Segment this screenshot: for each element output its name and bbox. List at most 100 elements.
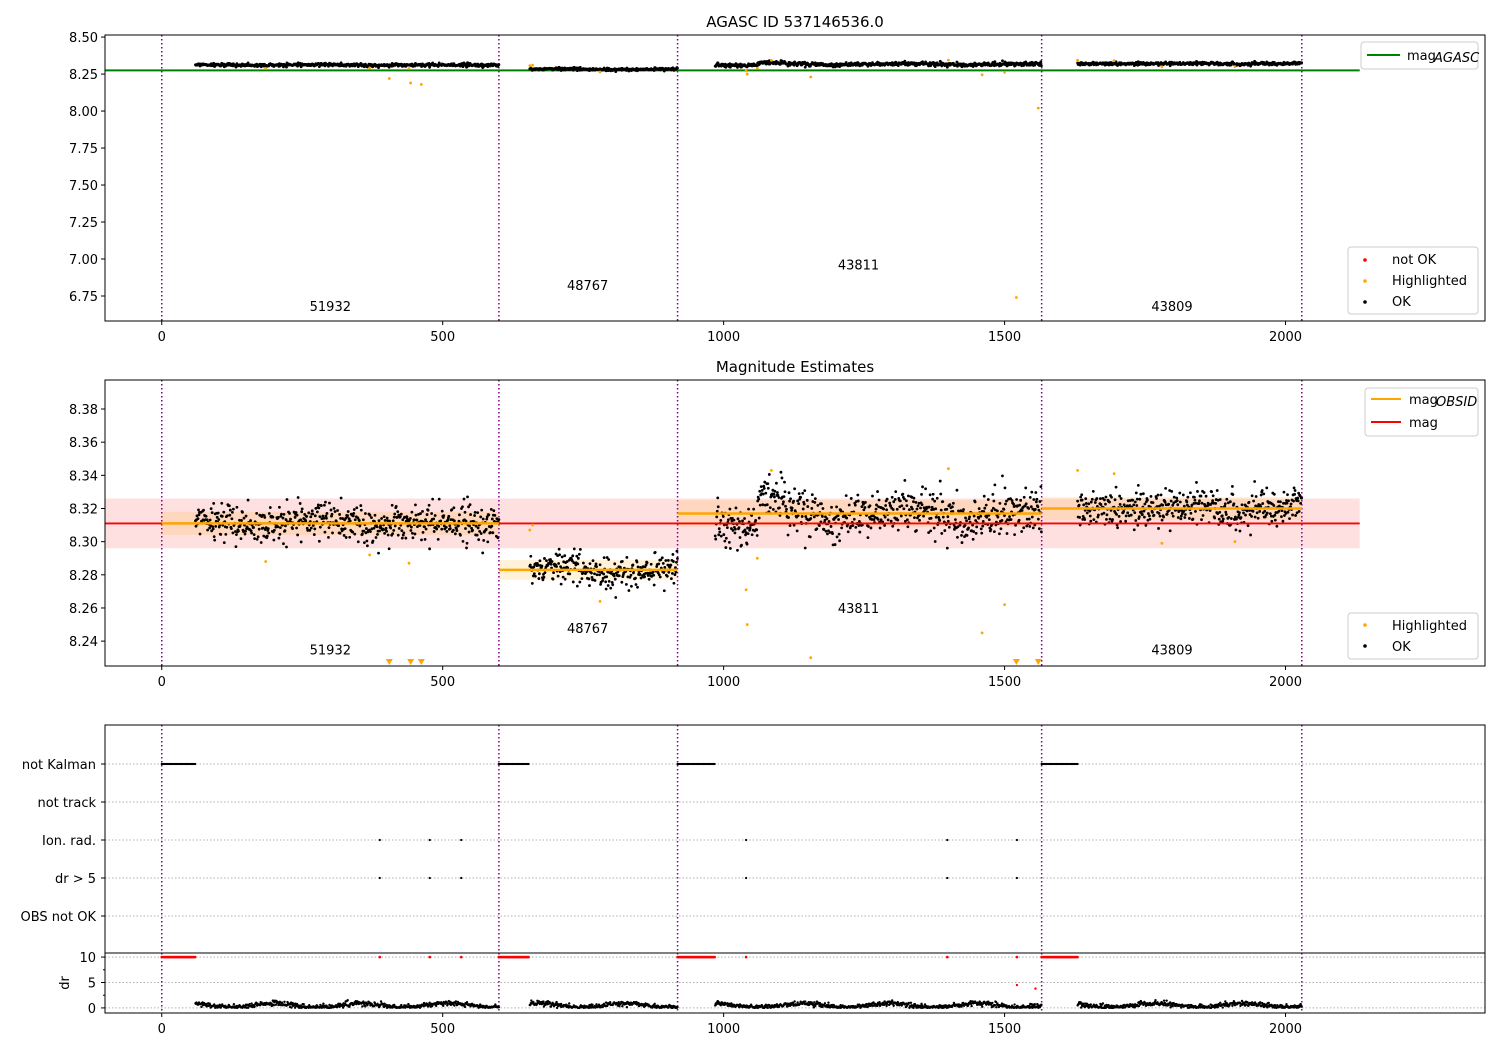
ok-point	[327, 535, 330, 539]
ok-point	[309, 526, 313, 530]
ok-point	[398, 515, 402, 518]
ok-point	[1131, 498, 1135, 502]
ok-point	[669, 577, 673, 581]
ok-point	[1204, 494, 1208, 498]
out-of-range-marker	[1034, 659, 1042, 665]
ok-point	[726, 518, 730, 522]
dr-point	[341, 1006, 345, 1009]
ok-point	[381, 527, 385, 531]
ok-point	[532, 572, 536, 576]
ok-point	[1201, 514, 1205, 517]
ok-point	[408, 516, 412, 520]
ok-point	[1148, 517, 1152, 521]
dr-point	[364, 1005, 367, 1008]
ok-point	[1218, 510, 1222, 514]
ok-point	[1088, 514, 1092, 518]
ok-point	[369, 530, 372, 533]
ok-point	[649, 562, 653, 566]
ok-point	[901, 492, 905, 496]
ok-point	[1256, 516, 1260, 520]
ok-point	[425, 513, 429, 516]
ok-point	[545, 559, 548, 563]
ok-point	[1197, 502, 1201, 505]
ok-point	[854, 525, 858, 529]
ok-point	[1182, 509, 1186, 513]
ok-point	[363, 512, 367, 515]
ok-point	[951, 509, 955, 513]
ok-point	[716, 496, 720, 500]
ok-point	[1289, 502, 1293, 506]
ok-point	[738, 520, 741, 523]
ok-point	[430, 512, 434, 515]
ok-point	[588, 562, 592, 566]
ok-point	[1022, 495, 1026, 499]
ok-point	[329, 508, 333, 512]
ok-point	[212, 501, 216, 505]
ok-point	[385, 516, 389, 520]
ok-point	[1208, 509, 1212, 512]
ok-point	[578, 580, 582, 584]
ok-point	[784, 504, 787, 508]
ok-point	[473, 510, 477, 514]
ok-point	[341, 517, 345, 520]
ok-point	[885, 508, 889, 512]
ok-point	[809, 517, 813, 520]
ok-point	[914, 500, 918, 504]
ok-point	[416, 525, 419, 529]
ok-point	[282, 512, 286, 516]
ok-point	[999, 527, 1003, 531]
ok-point	[658, 575, 662, 579]
ok-point	[465, 546, 468, 550]
ok-point	[758, 503, 762, 507]
not-ok-point	[378, 955, 382, 959]
dr-point	[383, 1002, 386, 1005]
out-of-range-marker	[1012, 659, 1020, 665]
ok-point	[411, 536, 415, 540]
dr-point	[379, 1000, 383, 1003]
ok-point	[1012, 502, 1015, 506]
ok-point	[644, 571, 647, 575]
ok-point	[1169, 499, 1173, 503]
ok-point	[231, 507, 235, 511]
ok-point	[1254, 495, 1258, 498]
ok-point	[446, 518, 450, 522]
ok-point	[817, 524, 821, 527]
x-tick-label: 1000	[707, 675, 740, 690]
ok-point	[1096, 513, 1100, 517]
ok-point	[939, 508, 943, 512]
highlighted-point	[264, 67, 268, 70]
ok-point	[575, 584, 579, 588]
ok-point	[602, 556, 606, 560]
ok-point	[931, 492, 935, 496]
ok-point	[1020, 530, 1024, 533]
y-tick-label: 8.24	[69, 635, 98, 650]
dr-point	[253, 1005, 256, 1008]
ok-point	[1230, 485, 1234, 488]
ok-point	[826, 532, 829, 536]
ok-point	[374, 536, 378, 539]
ok-point	[413, 532, 417, 536]
ok-point	[249, 529, 253, 533]
ok-point	[641, 565, 645, 568]
ok-point	[386, 533, 390, 537]
ok-point	[316, 503, 320, 507]
ok-point	[841, 515, 845, 518]
ok-point	[953, 527, 956, 531]
ok-point	[990, 509, 994, 512]
ok-point	[883, 515, 887, 519]
ok-point	[433, 514, 437, 517]
ok-point	[1108, 500, 1111, 504]
flag-label: Ion. rad.	[42, 834, 96, 849]
ok-point	[840, 526, 844, 530]
ok-point	[1149, 494, 1153, 498]
ok-point	[913, 516, 916, 520]
ok-point	[599, 583, 602, 586]
ok-point	[1024, 502, 1028, 506]
ok-point	[471, 528, 474, 532]
dr-point	[200, 1005, 203, 1009]
ok-point	[244, 514, 248, 518]
ok-point	[1146, 498, 1149, 502]
ok-point	[214, 525, 218, 528]
ok-point	[1089, 519, 1093, 523]
